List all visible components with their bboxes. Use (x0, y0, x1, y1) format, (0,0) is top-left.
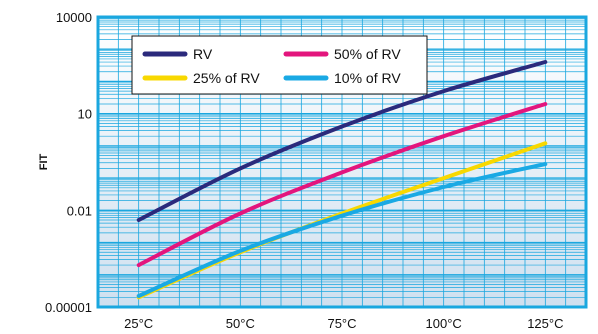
series-lines (136, 60, 548, 300)
legend-box (131, 35, 428, 95)
y-tick-label: 0.00001 (45, 300, 92, 315)
x-tick-label: 125°C (527, 316, 563, 331)
y-tick-label: 10000 (56, 10, 92, 25)
x-tick-labels: 25°C 50°C 75°C 100°C 125°C (124, 316, 563, 331)
legend-label: 25% of RV (193, 70, 260, 86)
series-line (136, 162, 548, 298)
x-tick-label: 50°C (226, 316, 255, 331)
x-tick-label: 25°C (124, 316, 153, 331)
x-tick-label: 75°C (327, 316, 356, 331)
y-tick-labels: 10000 10 0.01 0.00001 (45, 10, 92, 315)
legend-label: 50% of RV (334, 46, 401, 62)
series-line (136, 102, 548, 268)
y-tick-label: 0.01 (67, 203, 92, 218)
legend-label: RV (193, 46, 213, 62)
y-tick-label: 10 (78, 107, 92, 122)
legend: RV 50% of RV 25% of RV 10% of RV (131, 35, 428, 95)
legend-label: 10% of RV (334, 70, 401, 86)
series-line (136, 60, 548, 222)
plot-frame (96, 15, 588, 309)
y-axis-label: FIT (38, 153, 50, 170)
x-tick-label: 100°C (426, 316, 462, 331)
